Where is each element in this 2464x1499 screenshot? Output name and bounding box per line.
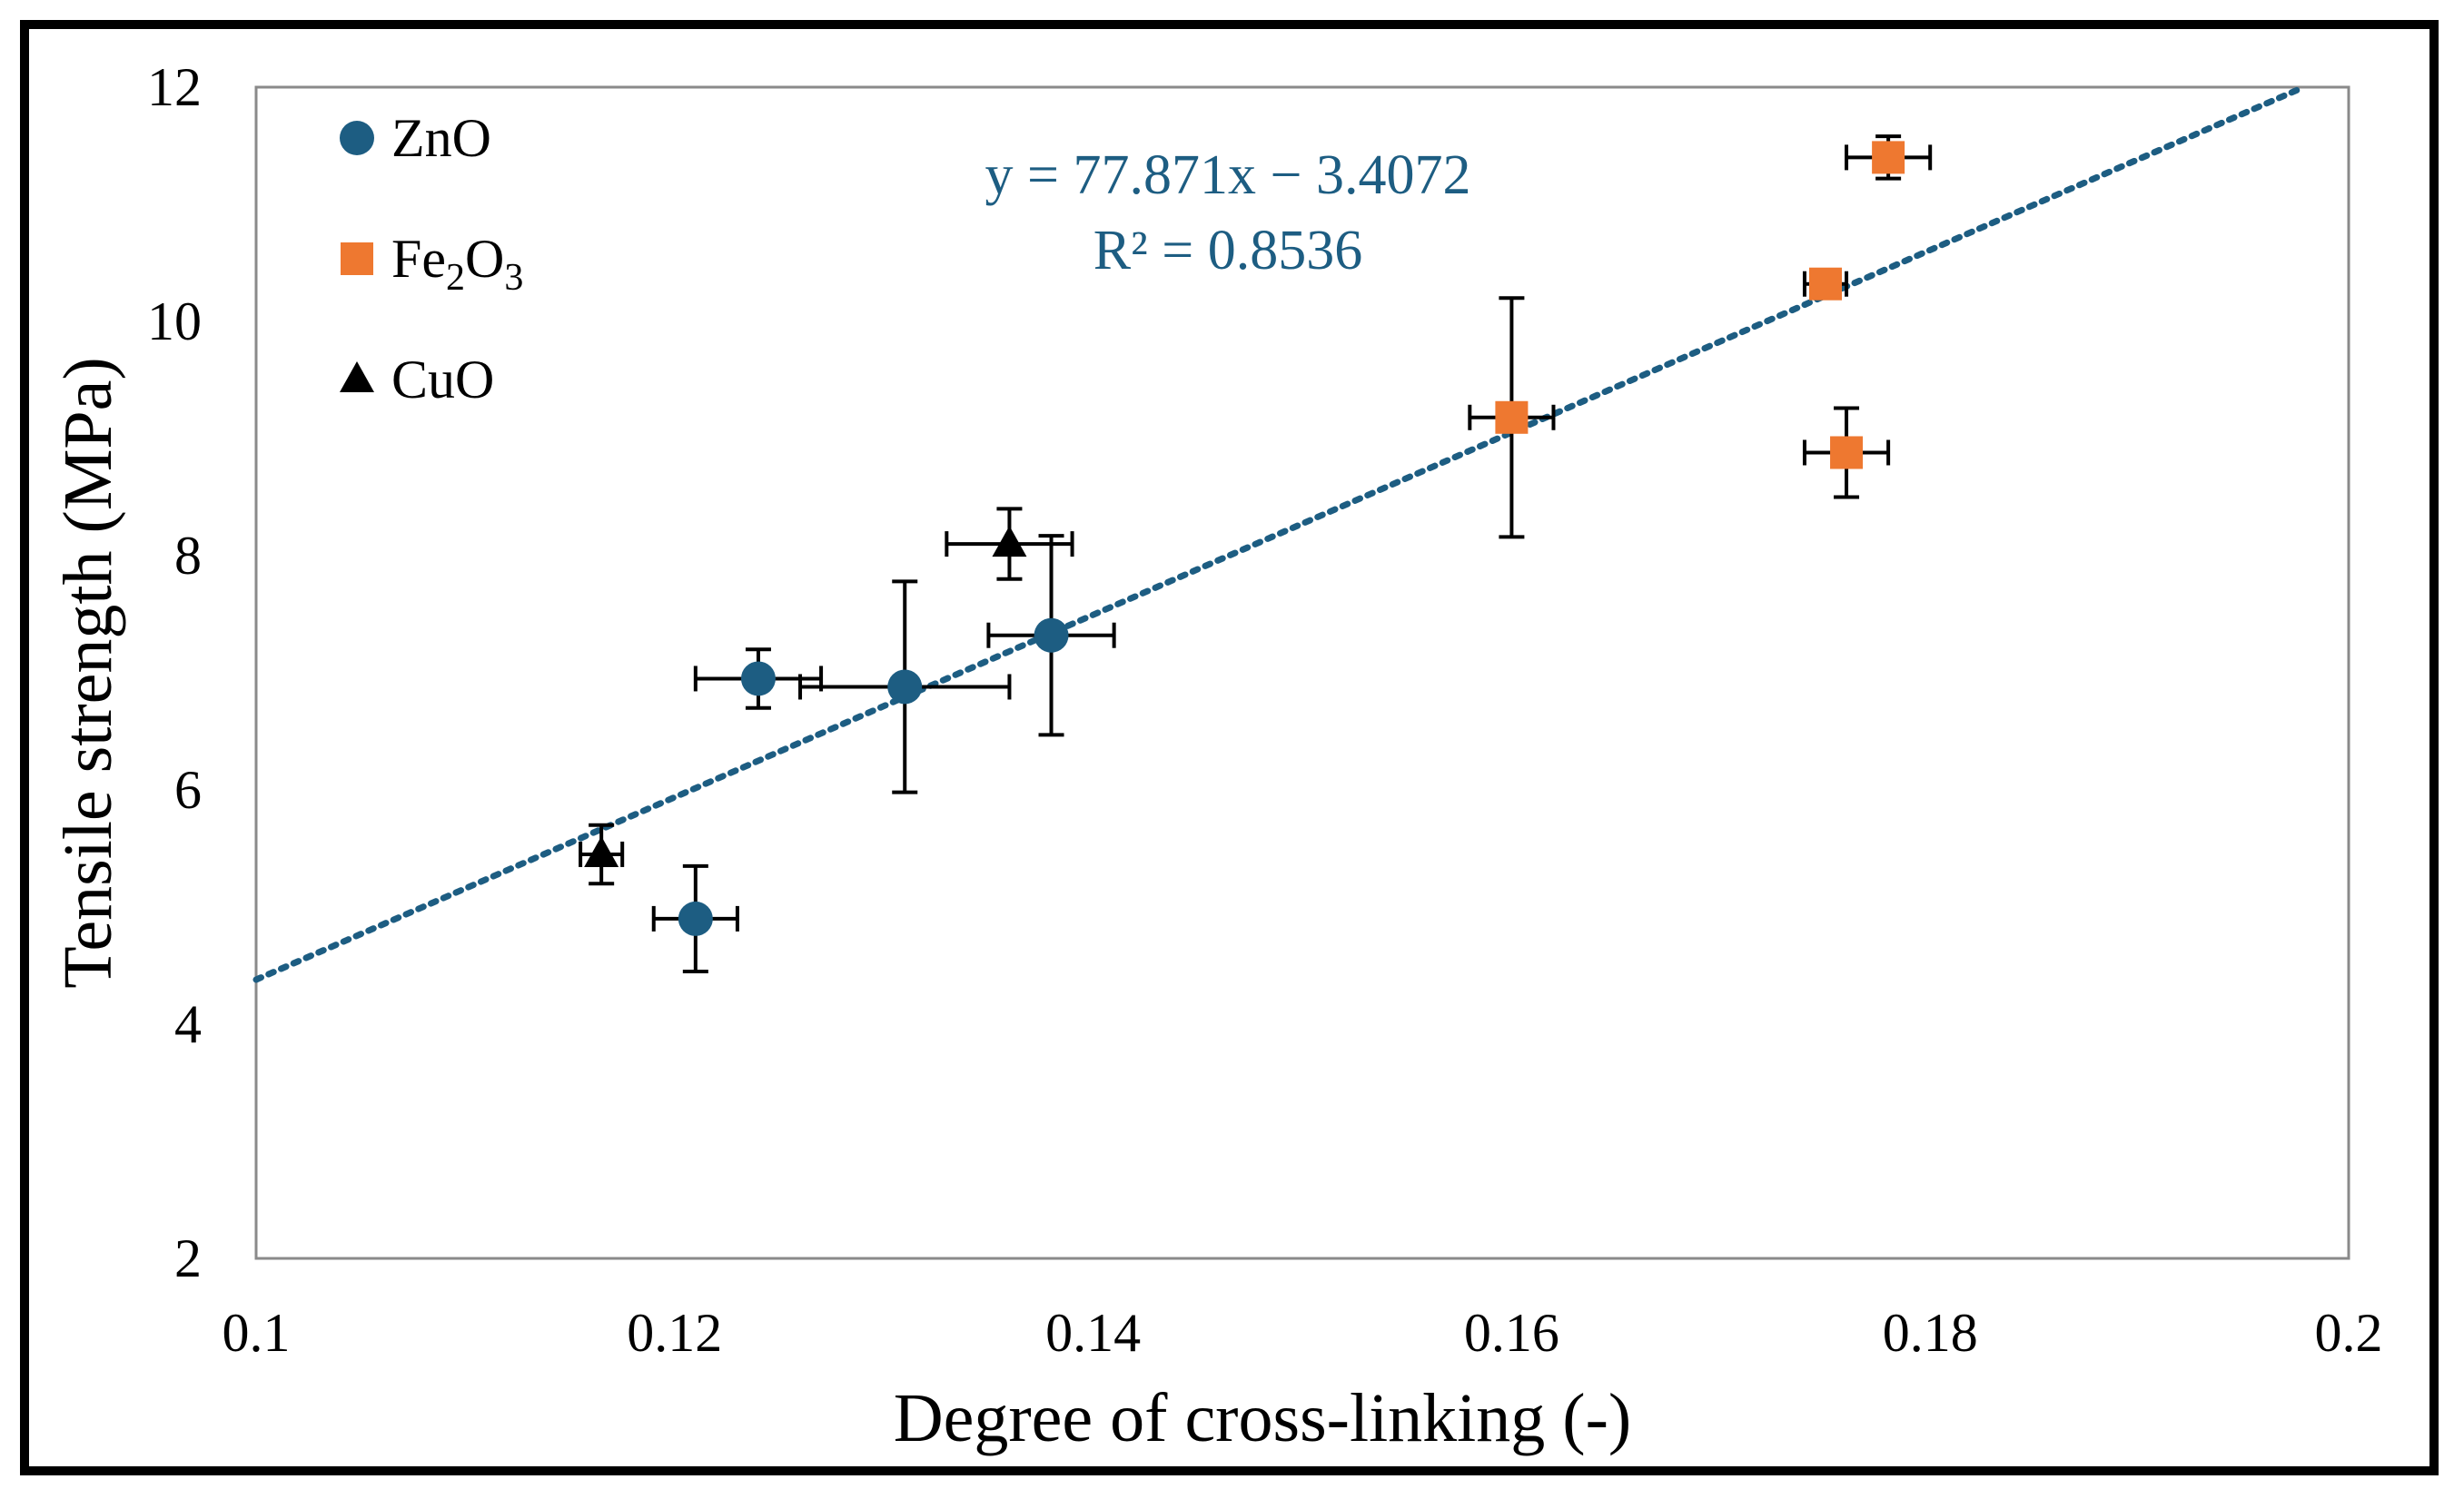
y-tick-label: 6	[174, 760, 202, 820]
x-tick-label: 0.1	[223, 1303, 291, 1363]
trendline-r-squared: R² = 0.8536	[1093, 220, 1362, 281]
data-point-cuo	[584, 835, 619, 867]
data-point-zno	[887, 669, 923, 705]
y-tick-label: 10	[147, 291, 202, 351]
legend-marker-zno	[340, 121, 374, 155]
plot-area	[254, 85, 2350, 1260]
legend-label-zno: ZnO	[391, 108, 491, 168]
error-bar-cuo	[579, 823, 625, 886]
y-tick-label: 2	[174, 1228, 202, 1288]
trendline	[252, 84, 2308, 983]
legend-label-fe2o3: Fe2O3	[391, 229, 523, 299]
x-tick-label: 0.18	[1883, 1303, 1978, 1363]
y-tick-label: 4	[174, 994, 202, 1054]
y-tick-label: 12	[147, 57, 202, 117]
data-point-fe2o3	[1872, 141, 1905, 174]
legend-marker-cuo	[340, 361, 374, 392]
data-point-fe2o3	[1809, 267, 1842, 301]
data-point-fe2o3	[1495, 400, 1529, 434]
x-tick-label: 0.14	[1045, 1303, 1141, 1363]
data-point-zno	[678, 901, 713, 936]
data-point-cuo	[992, 526, 1027, 557]
x-tick-label: 0.12	[627, 1303, 722, 1363]
trendline-equation: y = 77.871x − 3.4072	[985, 144, 1471, 206]
y-axis-title: Tensile strength (MPa)	[50, 357, 126, 988]
data-point-zno	[1034, 617, 1069, 653]
legend-marker-fe2o3	[341, 242, 373, 275]
x-tick-label: 0.2	[2315, 1303, 2383, 1363]
y-tick-label: 8	[174, 526, 202, 586]
x-tick-label: 0.16	[1464, 1303, 1559, 1363]
data-point-zno	[740, 661, 776, 696]
legend: ZnO Fe2O3 CuO	[340, 108, 523, 409]
data-point-fe2o3	[1830, 436, 1864, 469]
legend-label-cuo: CuO	[391, 350, 494, 409]
x-axis-title: Degree of cross-linking (-)	[894, 1380, 1631, 1456]
